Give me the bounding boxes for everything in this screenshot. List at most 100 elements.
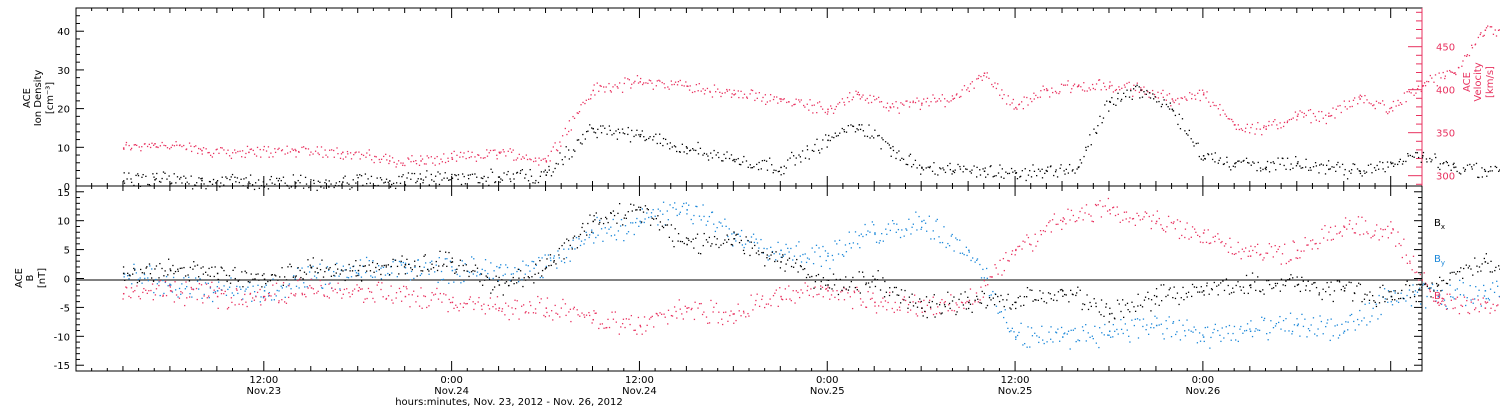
bz-sample: [599, 323, 601, 325]
velocity-sample: [190, 150, 193, 153]
bz-sample: [1072, 214, 1075, 217]
density-sample: [1350, 169, 1353, 171]
by-sample: [375, 270, 378, 272]
bz-sample: [715, 302, 718, 305]
velocity-sample: [798, 99, 800, 101]
bx-sample: [1108, 321, 1110, 323]
bz-sample: [891, 307, 893, 310]
by-sample: [980, 277, 983, 279]
density-sample: [1117, 92, 1119, 94]
bz-sample: [1328, 231, 1330, 233]
by-point: [1155, 324, 1158, 327]
density-sample: [416, 180, 418, 182]
by-sample: [1029, 346, 1031, 348]
density-sample: [1422, 151, 1425, 154]
bx-sample: [845, 276, 847, 278]
velocity-sample: [1378, 102, 1380, 104]
density-sample: [1056, 176, 1059, 178]
bx-sample: [1100, 299, 1103, 301]
bz-sample: [507, 305, 510, 307]
bz-sample: [535, 312, 537, 314]
bx-sample: [533, 282, 535, 284]
density-sample: [989, 165, 991, 168]
bz-sample: [334, 288, 336, 291]
bz-sample: [437, 298, 440, 300]
density-sample: [1112, 103, 1115, 106]
density-sample: [615, 130, 617, 132]
bx-sample: [761, 251, 763, 254]
bz-sample: [1035, 245, 1037, 247]
velocity-sample: [434, 164, 436, 166]
density-sample: [320, 186, 322, 188]
by-sample: [686, 213, 688, 215]
bz-sample: [930, 308, 932, 310]
velocity-sample: [286, 152, 289, 154]
velocity-sample: [1446, 70, 1448, 72]
density-sample: [985, 176, 987, 178]
bx-sample: [329, 266, 331, 269]
density-sample: [1000, 176, 1002, 178]
by-sample: [188, 276, 190, 279]
bx-sample: [1197, 291, 1199, 293]
by-sample: [1043, 342, 1045, 345]
bz-sample: [712, 311, 714, 313]
bz-sample: [1355, 223, 1358, 225]
by-sample: [804, 253, 806, 255]
density-sample: [1486, 175, 1488, 177]
by-sample: [770, 246, 772, 249]
by-sample: [1175, 333, 1177, 336]
bz-sample: [939, 301, 941, 304]
density-sample: [341, 184, 343, 186]
density-sample: [617, 128, 620, 130]
bx-sample: [558, 247, 560, 250]
bz-sample: [421, 307, 423, 309]
by-sample: [575, 236, 578, 239]
bx-sample: [856, 289, 858, 291]
density-sample: [555, 162, 557, 165]
density-sample: [257, 179, 260, 181]
velocity-sample: [265, 150, 268, 152]
bz-sample: [1277, 248, 1279, 250]
density-sample: [963, 165, 965, 167]
by-sample: [1233, 325, 1236, 328]
velocity-sample: [327, 156, 329, 158]
velocity-sample: [280, 150, 283, 152]
bx-sample: [1031, 289, 1033, 292]
by-sample: [1166, 327, 1168, 330]
velocity-sample: [468, 156, 470, 159]
bz-sample: [211, 281, 213, 283]
bx-sample: [553, 261, 555, 263]
density-sample: [1108, 110, 1110, 112]
bz-sample: [713, 306, 715, 308]
density-sample: [874, 129, 876, 131]
velocity-sample: [852, 96, 855, 98]
velocity-sample: [353, 153, 355, 156]
by-sample: [516, 270, 518, 273]
density-sample: [266, 183, 268, 185]
velocity-sample: [151, 142, 153, 144]
bz-sample: [703, 311, 705, 313]
by-sample: [662, 213, 664, 215]
bx-sample: [859, 292, 861, 294]
by-sample: [1206, 326, 1209, 328]
density-sample: [659, 142, 662, 144]
velocity-sample: [1162, 89, 1164, 92]
density-sample: [969, 170, 971, 173]
by-sample: [941, 241, 944, 244]
density-sample: [1238, 160, 1240, 162]
bz-sample: [717, 322, 719, 324]
density-sample: [270, 175, 273, 178]
by-sample: [1472, 302, 1474, 304]
velocity-sample: [1438, 72, 1440, 74]
velocity-sample: [185, 148, 188, 150]
by-sample: [708, 215, 711, 218]
bz-sample: [1030, 244, 1032, 246]
density-sample: [702, 154, 704, 156]
density-sample: [208, 180, 211, 183]
density-sample: [195, 185, 197, 187]
bz-sample: [1220, 241, 1222, 244]
bz-sample: [270, 295, 272, 297]
by-sample: [1091, 335, 1093, 337]
velocity-sample: [870, 101, 873, 104]
bx-sample: [446, 265, 448, 268]
